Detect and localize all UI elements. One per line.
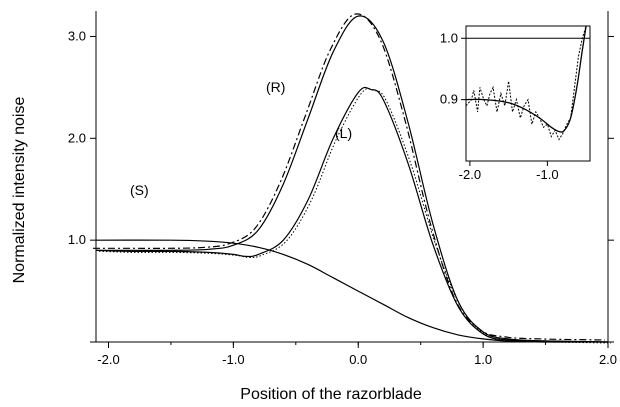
series-s-fit: [95, 239, 609, 343]
inset-y-tick-label: 1.0: [440, 30, 458, 45]
annotation-r: (R): [266, 79, 285, 95]
x-tick-label: -1.0: [222, 352, 244, 367]
x-tick-label: 1.0: [474, 352, 492, 367]
x-axis-title: Position of the razorblade: [240, 386, 422, 403]
y-tick-label: 1.0: [68, 232, 86, 247]
inset-series-measured: [465, 25, 587, 141]
y-tick-label: 2.0: [68, 130, 86, 145]
annotation-s: (S): [130, 182, 149, 198]
x-tick-label: 0.0: [349, 352, 367, 367]
inset-plot: -2.0 -1.0 0.9 1.0: [440, 25, 591, 182]
y-axis-title: Normalized intensity noise: [11, 97, 28, 284]
series-l-fit: [95, 86, 609, 343]
y-tick-label: 3.0: [68, 28, 86, 43]
main-ticks: -2.0 -1.0 0.0 1.0 2.0 1.0 2.0 3.0: [68, 28, 617, 367]
inset-y-tick-label: 0.9: [440, 92, 458, 107]
annotation-l: (L): [335, 125, 352, 141]
inset-frame: [465, 25, 591, 162]
series-r-fit: [96, 15, 609, 343]
inset-x-tick-label: -2.0: [459, 167, 481, 182]
inset-x-tick-label: -1.0: [536, 167, 558, 182]
main-series: [93, 13, 612, 344]
x-tick-label: 2.0: [599, 352, 617, 367]
x-tick-label: -2.0: [97, 352, 119, 367]
